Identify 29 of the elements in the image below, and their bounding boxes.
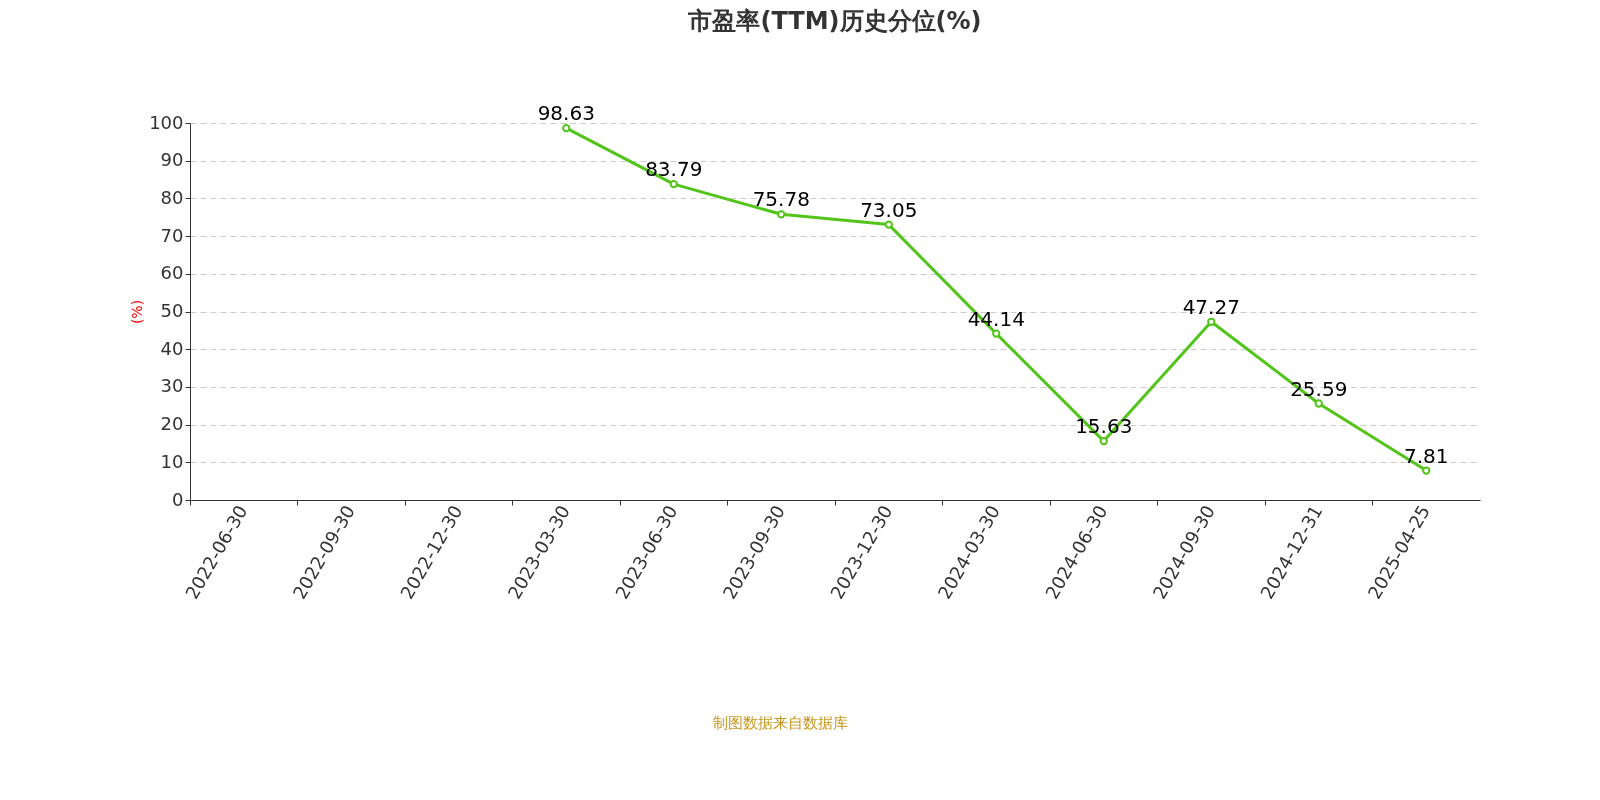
point <box>1207 317 1216 326</box>
point <box>884 220 893 229</box>
y-tick-label: 70 <box>160 224 184 246</box>
data-label: 7.81 <box>1403 443 1449 468</box>
data-label: 47.27 <box>1182 294 1240 319</box>
y-tick-label: 20 <box>160 413 184 435</box>
point <box>562 124 571 133</box>
y-tick-label: 100 <box>149 111 184 133</box>
point <box>777 210 786 219</box>
chart-title: 市盈率(TTM)历史分位(%) <box>687 7 982 36</box>
y-axis-title: (%) <box>129 299 146 325</box>
point <box>1314 399 1323 408</box>
point <box>669 179 678 189</box>
data-label: 83.79 <box>645 157 703 182</box>
data-label: 73.05 <box>860 197 918 222</box>
y-tick-label: 30 <box>160 375 184 397</box>
data-label: 98.63 <box>537 101 595 126</box>
y-tick-label: 50 <box>160 300 184 321</box>
y-tick-label: 10 <box>160 450 184 472</box>
point <box>1099 436 1108 446</box>
y-tick-label: 40 <box>160 337 184 359</box>
point <box>992 329 1001 338</box>
point <box>1422 466 1431 475</box>
y-tick-label: 60 <box>160 262 184 284</box>
text: 制图数据来自数据库 <box>712 714 848 732</box>
y-tick-label: 0 <box>172 488 184 510</box>
data-label: 75.78 <box>752 187 810 212</box>
y-tick-label: 90 <box>160 149 184 171</box>
y-tick-label: 80 <box>160 186 184 208</box>
